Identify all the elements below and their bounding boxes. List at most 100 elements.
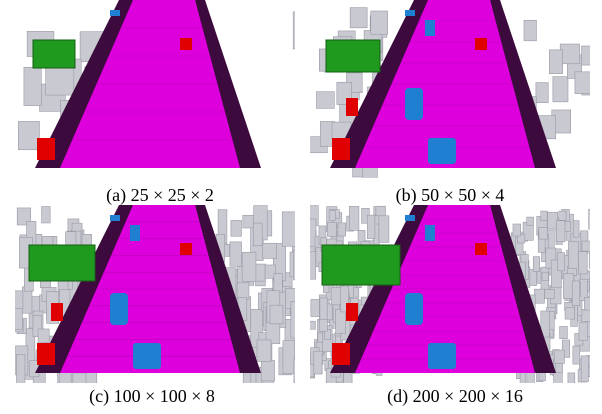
- vehicle-voxel: [110, 10, 120, 16]
- building-voxel: [305, 321, 315, 329]
- building-voxel: [350, 8, 367, 28]
- building-voxel: [565, 308, 575, 320]
- car-voxel: [180, 38, 192, 50]
- building-voxel: [291, 301, 303, 338]
- vehicle-voxel: [405, 10, 415, 16]
- building-voxel: [298, 256, 311, 284]
- building-voxel: [549, 50, 562, 74]
- building-voxel: [572, 281, 579, 306]
- building-voxel: [589, 209, 598, 229]
- building-voxel: [527, 370, 535, 396]
- panel-caption: (c) 100 × 100 × 8: [89, 386, 215, 407]
- building-voxel: [320, 320, 328, 332]
- vehicle-voxel: [110, 293, 128, 325]
- building-voxel: [589, 290, 597, 306]
- vegetation: [322, 245, 400, 285]
- vehicle-voxel: [428, 138, 456, 164]
- vehicle-voxel: [130, 225, 140, 241]
- building-voxel: [255, 264, 265, 281]
- building-voxel: [18, 121, 39, 149]
- building-voxel: [558, 253, 565, 271]
- building-voxel: [293, 250, 305, 280]
- building-voxel: [311, 299, 320, 316]
- car-voxel: [37, 343, 55, 365]
- building-voxel: [38, 329, 49, 343]
- car-voxel: [180, 243, 192, 255]
- building-voxel: [534, 289, 544, 303]
- building-voxel: [513, 224, 521, 236]
- car-voxel: [346, 98, 358, 116]
- car-voxel: [475, 243, 487, 255]
- building-voxel: [331, 287, 341, 305]
- building-voxel: [296, 244, 305, 279]
- building-voxel: [591, 281, 598, 307]
- building-voxel: [590, 282, 600, 307]
- building-voxel: [296, 347, 304, 365]
- building-voxel: [293, 12, 315, 49]
- panel-caption: (d) 200 × 200 × 16: [387, 386, 523, 407]
- building-voxel: [10, 291, 23, 309]
- building-voxel: [327, 222, 336, 236]
- building-voxel: [230, 242, 242, 266]
- building-voxel: [242, 252, 256, 281]
- building-voxel: [253, 223, 262, 246]
- building-voxel: [554, 350, 564, 363]
- building-voxel: [371, 11, 388, 34]
- figure: (a) 25 × 25 × 2 (b) 50 × 50 × 4 (c) 100 × …: [0, 0, 602, 414]
- car-voxel: [332, 138, 350, 160]
- building-voxel: [297, 220, 308, 258]
- building-voxel: [367, 215, 375, 238]
- building-voxel: [560, 326, 568, 338]
- car-voxel: [51, 303, 63, 321]
- building-voxel: [42, 207, 51, 223]
- building-voxel: [563, 274, 573, 299]
- building-voxel: [320, 298, 327, 320]
- building-voxel: [581, 356, 588, 382]
- building-voxel: [317, 92, 335, 109]
- building-voxel: [237, 283, 249, 300]
- building-voxel: [589, 244, 599, 269]
- voxel-render: [305, 205, 599, 398]
- voxel-render: [18, 0, 315, 168]
- panel-caption: (a) 25 × 25 × 2: [106, 185, 214, 206]
- vegetation: [29, 245, 95, 281]
- building-voxel: [274, 273, 282, 292]
- building-voxel: [584, 297, 594, 310]
- building-voxel: [329, 210, 335, 220]
- building-voxel: [578, 252, 587, 274]
- building-voxel: [314, 351, 322, 374]
- building-voxel: [545, 290, 555, 299]
- car-voxel: [332, 343, 350, 365]
- building-voxel: [46, 65, 74, 95]
- panel-caption: (b) 50 × 50 × 4: [396, 185, 505, 206]
- building-voxel: [283, 341, 295, 374]
- vehicle-voxel: [133, 343, 161, 369]
- building-voxel: [16, 355, 24, 384]
- building-voxel: [336, 309, 346, 333]
- building-voxel: [308, 251, 315, 279]
- building-voxel: [536, 83, 548, 103]
- building-voxel: [307, 219, 316, 247]
- building-voxel: [231, 220, 242, 236]
- building-voxel: [575, 72, 594, 94]
- building-voxel: [338, 223, 346, 236]
- building-voxel: [294, 359, 306, 382]
- vehicle-voxel: [405, 88, 423, 120]
- building-voxel: [593, 298, 599, 324]
- building-voxel: [560, 44, 579, 64]
- car-voxel: [475, 38, 487, 50]
- building-voxel: [582, 241, 592, 251]
- vegetation: [33, 40, 75, 68]
- building-voxel: [582, 46, 600, 65]
- vehicle-voxel: [428, 343, 456, 369]
- vehicle-voxel: [405, 215, 415, 221]
- building-voxel: [282, 212, 296, 246]
- vegetation: [326, 40, 380, 72]
- building-voxel: [533, 257, 539, 272]
- car-voxel: [37, 138, 55, 160]
- building-voxel: [556, 221, 565, 242]
- building-voxel: [573, 346, 580, 364]
- building-voxel: [524, 20, 536, 41]
- building-voxel: [579, 322, 587, 340]
- building-voxel: [568, 241, 578, 268]
